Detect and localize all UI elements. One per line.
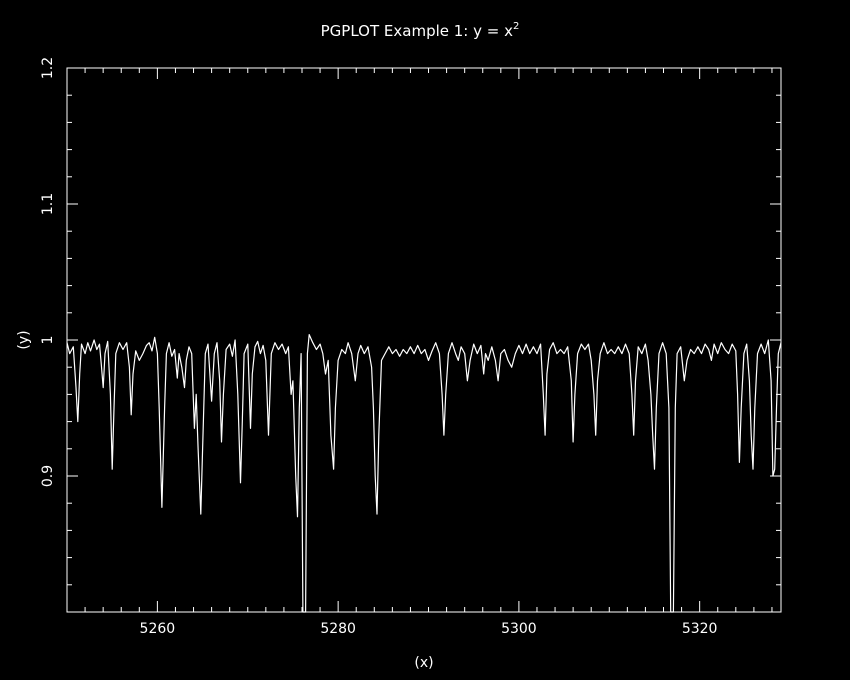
series-line [66, 334, 782, 613]
x-tick-label: 5280 [320, 621, 356, 637]
plot-frame [66, 67, 782, 613]
y-axis-label: (y) [16, 330, 32, 349]
y-tick-label: 1.2 [40, 57, 56, 79]
axis-ticks [66, 67, 781, 613]
chart-title-text: PGPLOT Example 1: y = x [321, 22, 513, 40]
y-tick-labels: 0.9 1 1.1 1.2 [40, 57, 56, 487]
x-tick-labels: 5260 5280 5300 5320 [140, 621, 718, 637]
x-axis-label: (x) [414, 655, 433, 671]
chart-title: PGPLOT Example 1: y = x2 [321, 21, 520, 40]
chart-title-superscript: 2 [513, 21, 519, 32]
y-tick-label: 1 [40, 336, 56, 345]
y-tick-label: 1.1 [40, 193, 56, 215]
x-tick-label: 5320 [682, 621, 718, 637]
y-tick-label: 0.9 [40, 465, 56, 487]
x-tick-label: 5260 [140, 621, 176, 637]
x-tick-label: 5300 [501, 621, 537, 637]
